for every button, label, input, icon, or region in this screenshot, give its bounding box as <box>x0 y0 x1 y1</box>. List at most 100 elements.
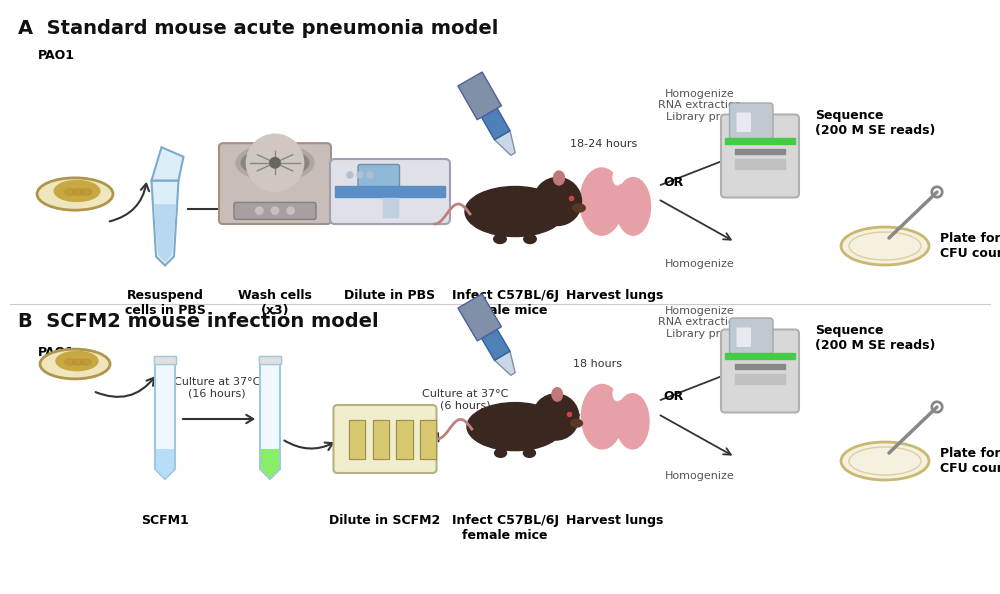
FancyBboxPatch shape <box>721 115 799 197</box>
FancyBboxPatch shape <box>358 165 400 188</box>
Bar <box>349 419 365 459</box>
Text: Wash cells
(x3): Wash cells (x3) <box>238 289 312 317</box>
Text: B  SCFM2 mouse infection model: B SCFM2 mouse infection model <box>18 312 379 331</box>
Circle shape <box>533 394 579 440</box>
Text: Infect C57BL/6J
female mice: Infect C57BL/6J female mice <box>452 289 558 317</box>
FancyBboxPatch shape <box>234 203 316 219</box>
Ellipse shape <box>56 352 98 371</box>
Text: 18 hours: 18 hours <box>573 359 622 369</box>
Bar <box>396 419 413 459</box>
Ellipse shape <box>465 187 565 236</box>
Ellipse shape <box>613 387 621 400</box>
Polygon shape <box>155 359 175 479</box>
Bar <box>396 419 413 459</box>
FancyBboxPatch shape <box>736 112 751 132</box>
Ellipse shape <box>495 448 507 457</box>
Bar <box>725 137 795 144</box>
Text: Culture at 37°C
(16 hours): Culture at 37°C (16 hours) <box>174 377 260 399</box>
Bar <box>735 159 785 169</box>
Ellipse shape <box>54 181 100 201</box>
Ellipse shape <box>467 403 563 451</box>
Bar <box>382 197 398 216</box>
Bar <box>420 419 436 459</box>
Ellipse shape <box>554 171 564 185</box>
Ellipse shape <box>236 144 314 181</box>
Circle shape <box>256 207 263 214</box>
Circle shape <box>357 172 363 178</box>
Polygon shape <box>152 147 184 181</box>
Polygon shape <box>261 449 279 478</box>
Ellipse shape <box>73 359 83 365</box>
Polygon shape <box>482 329 510 361</box>
Ellipse shape <box>581 384 623 449</box>
Polygon shape <box>154 204 176 263</box>
Ellipse shape <box>494 235 506 244</box>
FancyBboxPatch shape <box>736 327 751 347</box>
FancyBboxPatch shape <box>721 330 799 412</box>
Text: Homogenize
RNA extraction
Library prep: Homogenize RNA extraction Library prep <box>658 306 742 339</box>
Bar <box>259 356 281 364</box>
Ellipse shape <box>841 442 929 480</box>
Text: Infect C57BL/6J
female mice: Infect C57BL/6J female mice <box>452 514 558 542</box>
Circle shape <box>347 172 353 178</box>
Polygon shape <box>156 449 174 478</box>
Bar <box>373 419 389 459</box>
Text: Homogenize: Homogenize <box>665 471 735 481</box>
Bar <box>259 356 281 364</box>
Circle shape <box>271 207 279 214</box>
Text: OR: OR <box>663 390 683 403</box>
Ellipse shape <box>64 188 76 195</box>
Ellipse shape <box>72 188 84 195</box>
Ellipse shape <box>523 448 535 457</box>
Bar <box>349 419 365 459</box>
Polygon shape <box>494 351 515 375</box>
Ellipse shape <box>613 170 622 185</box>
Ellipse shape <box>241 148 309 177</box>
FancyBboxPatch shape <box>730 103 773 139</box>
Text: Sequence
(200 M SE reads): Sequence (200 M SE reads) <box>815 109 935 137</box>
Text: PAO1: PAO1 <box>38 346 75 359</box>
Text: Harvest lungs: Harvest lungs <box>566 289 664 302</box>
Circle shape <box>270 157 280 168</box>
Bar <box>154 356 176 364</box>
Ellipse shape <box>524 235 536 244</box>
Ellipse shape <box>65 359 75 365</box>
Ellipse shape <box>573 204 585 212</box>
Text: OR: OR <box>663 175 683 188</box>
Text: Resuspend
cells in PBS: Resuspend cells in PBS <box>125 289 205 317</box>
Polygon shape <box>482 108 510 140</box>
Text: 18-24 hours: 18-24 hours <box>570 139 637 149</box>
Text: A  Standard mouse acute pneumonia model: A Standard mouse acute pneumonia model <box>18 19 498 38</box>
Ellipse shape <box>81 359 91 365</box>
Text: Homogenize: Homogenize <box>665 259 735 269</box>
Ellipse shape <box>616 178 651 235</box>
Polygon shape <box>494 131 515 155</box>
Bar <box>335 185 445 197</box>
Polygon shape <box>260 359 280 479</box>
Text: PAO1: PAO1 <box>38 49 75 62</box>
Circle shape <box>367 172 373 178</box>
Bar <box>735 374 785 384</box>
FancyBboxPatch shape <box>219 143 331 224</box>
Bar <box>735 148 785 153</box>
Text: Homogenize
RNA extraction
Library prep: Homogenize RNA extraction Library prep <box>658 89 742 122</box>
Text: Culture at 37°C
(6 hours): Culture at 37°C (6 hours) <box>422 390 508 411</box>
Ellipse shape <box>570 419 582 427</box>
Circle shape <box>534 178 582 226</box>
Bar <box>420 419 436 459</box>
Text: Harvest lungs: Harvest lungs <box>566 514 664 527</box>
Polygon shape <box>152 181 178 266</box>
Bar <box>154 356 176 364</box>
Bar <box>373 419 389 459</box>
Text: Sequence
(200 M SE reads): Sequence (200 M SE reads) <box>815 324 935 352</box>
Text: Plate for
CFU counts: Plate for CFU counts <box>940 447 1000 475</box>
Text: Dilute in PBS: Dilute in PBS <box>344 289 436 302</box>
Ellipse shape <box>37 178 113 210</box>
FancyBboxPatch shape <box>730 318 773 354</box>
Text: Dilute in SCFM2: Dilute in SCFM2 <box>329 514 441 527</box>
Circle shape <box>246 134 304 191</box>
Bar <box>725 352 795 359</box>
Ellipse shape <box>841 227 929 265</box>
Ellipse shape <box>552 388 563 401</box>
Bar <box>735 364 785 368</box>
